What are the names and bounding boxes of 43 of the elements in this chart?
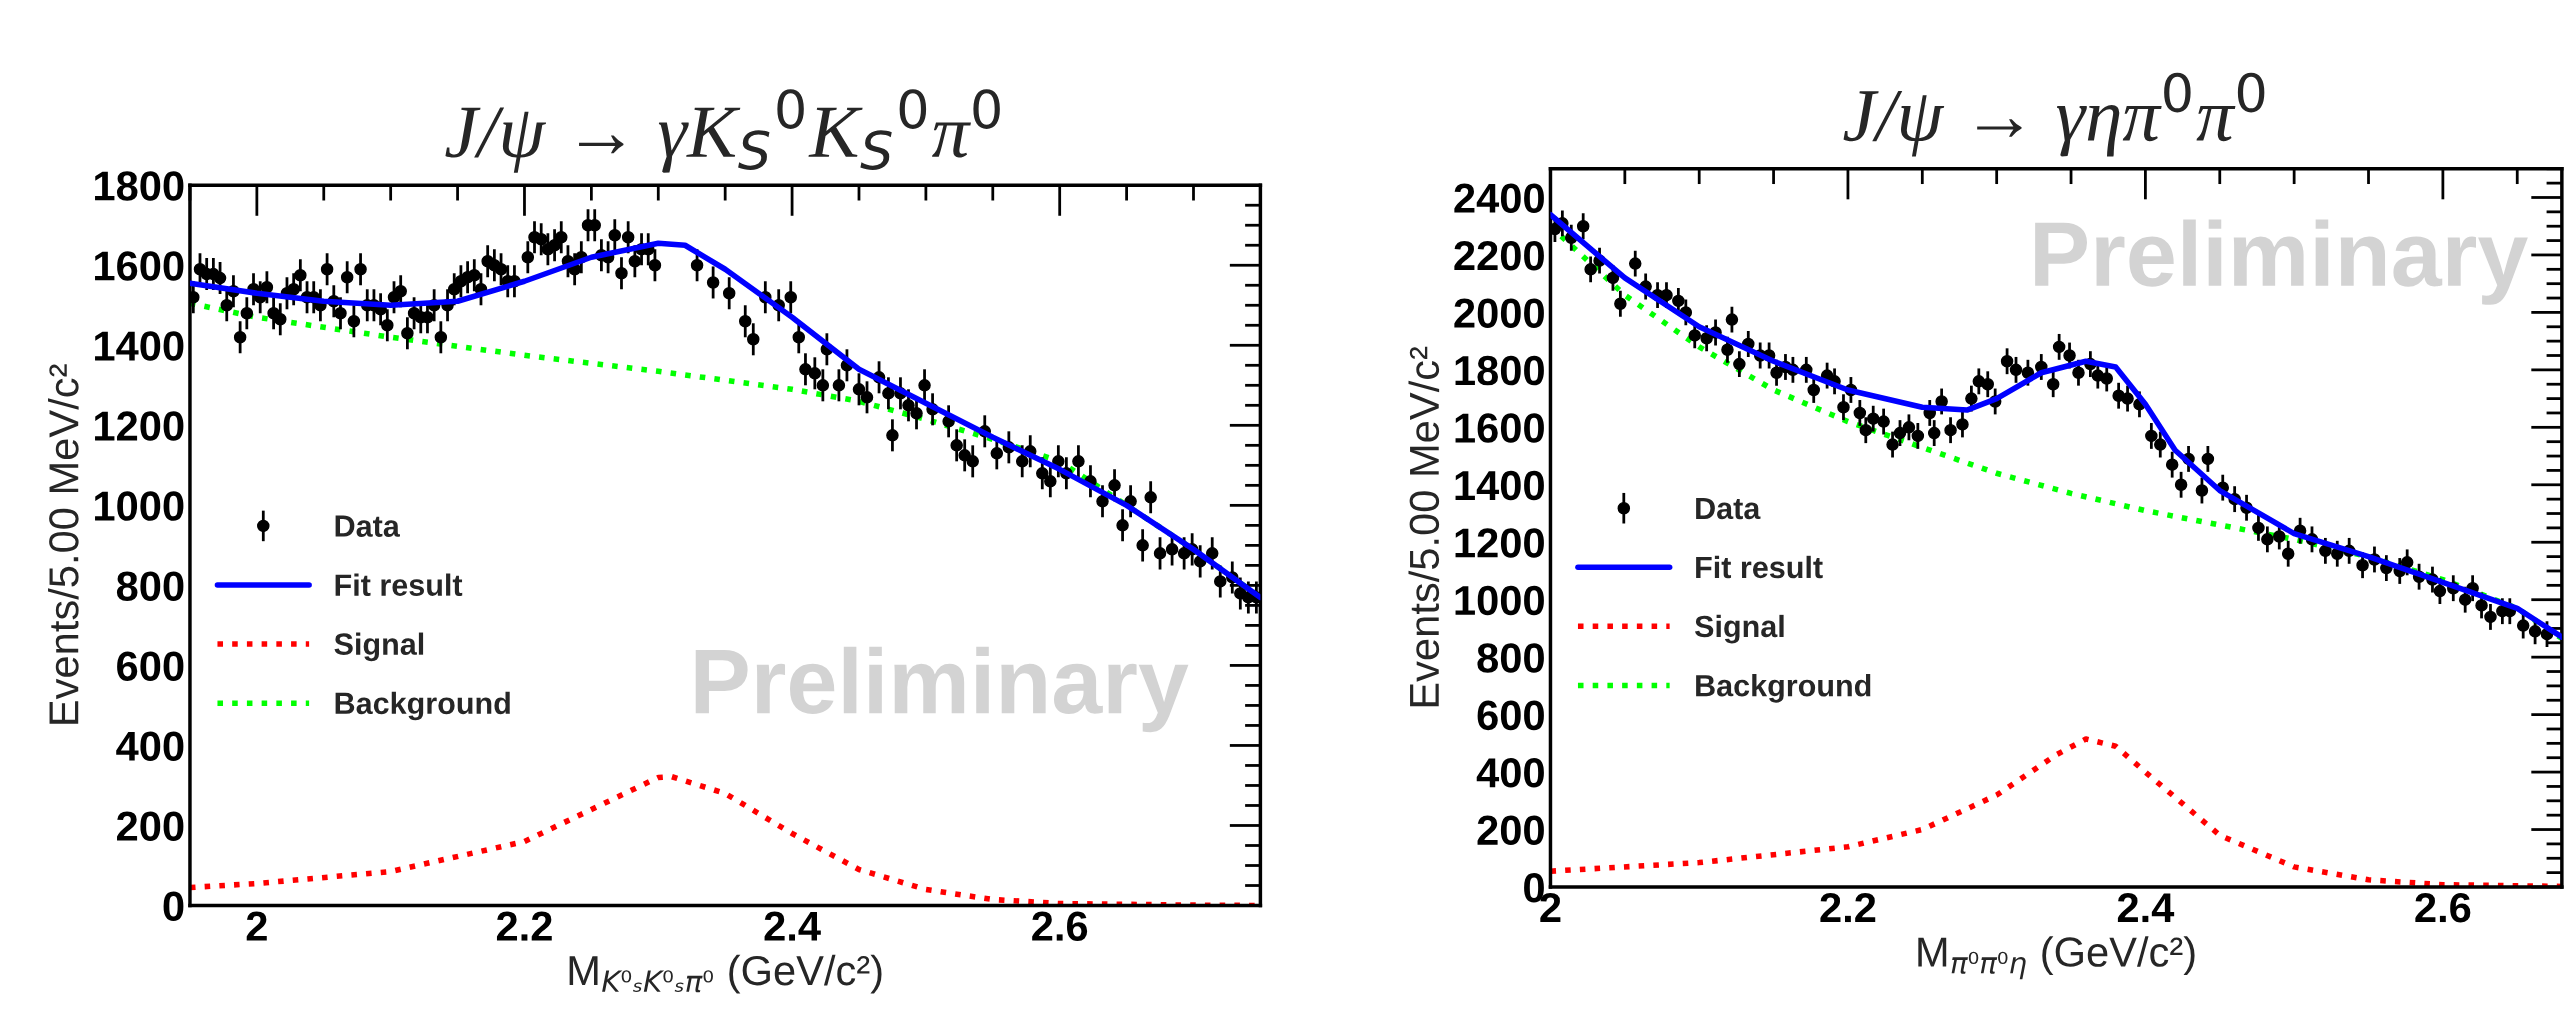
x-axis-title: M$_{π⁰π⁰η}$ (GeV/c²) [1918,936,2195,980]
legend-label: Data [335,515,400,537]
y-tick-label: 1400 [95,331,184,361]
y-tick-label: 2000 [1454,298,1544,328]
legend-label: Background [335,691,510,721]
chart-title: J/ψ → γηπ$^{0}$π$^{0}$ [1843,72,2265,157]
y-tick-label: 400 [1476,758,1544,788]
y-tick-label: 1200 [95,411,184,441]
y-tick-label: 600 [117,651,184,681]
y-tick-label: 400 [116,731,184,761]
legend-label: Background [1696,674,1871,703]
x-tick-label: 2.6 [2415,892,2471,923]
legend-label: Signal [334,632,424,662]
x-tick-label: 2.6 [1032,911,1088,941]
x-tick-label: 2 [246,911,267,941]
y-axis-title: Events/5.00 MeV/c² [48,364,79,724]
y-tick-label: 2200 [1454,240,1544,271]
y-tick-label: 200 [117,811,184,841]
y-tick-label: 1000 [1455,585,1544,616]
x-axis-title: M$_{K⁰ₛK⁰ₛπ⁰}$ (GeV/c²) [569,954,882,994]
y-tick-label: 800 [116,571,184,601]
y-tick-label: 1200 [1455,528,1544,558]
x-tick-label: 2.4 [764,911,821,941]
legend-label: Fit result [1696,555,1823,579]
x-tick-label: 2.2 [1820,892,1876,923]
chart-title: J/ψ → γK$_{S}$$^{0}$K$_{S}$$^{0}$π$^{0}$ [445,89,1000,173]
y-tick-label: 1600 [95,251,184,281]
x-tick-label: 2.4 [2117,892,2175,923]
y-tick-label: 1400 [1455,470,1544,501]
y-tick-label: 1600 [1455,413,1544,443]
y-tick-label: 1800 [1455,355,1544,386]
legend-label: Signal [1694,614,1784,644]
y-tick-label: 200 [1477,815,1544,846]
legend-label: Data [1696,497,1761,520]
y-tick-label: 2400 [1454,183,1544,213]
y-tick-label: 800 [1477,643,1544,673]
y-tick-label: 600 [1477,700,1544,731]
y-axis-title: Events/5.00 MeV/c² [1408,346,1440,707]
legend-label: Fit result [335,573,463,596]
y-tick-label: 1000 [95,491,184,521]
y-tick-label: 1800 [95,171,184,201]
y-tick-label: 0 [163,891,184,922]
x-tick-label: 2.2 [496,911,552,941]
